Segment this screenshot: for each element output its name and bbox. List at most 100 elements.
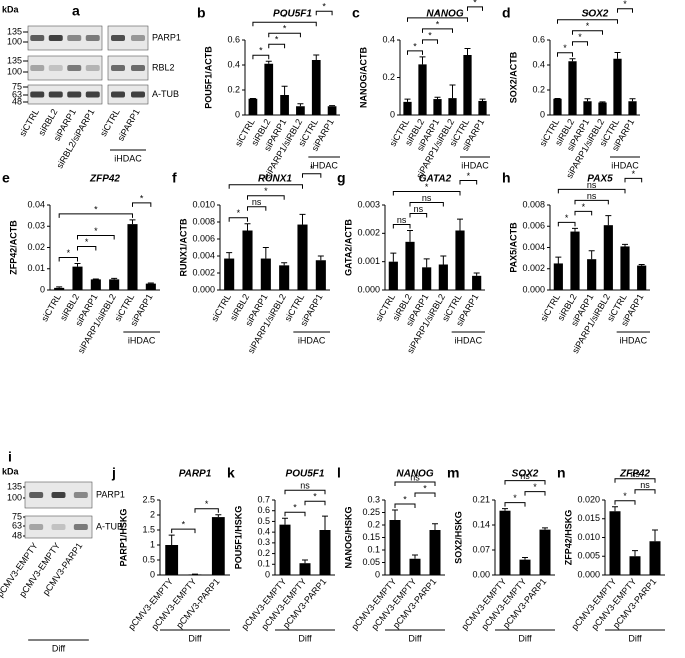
significance-bracket (504, 502, 526, 507)
y-tick-label: 0.001 (357, 256, 380, 266)
significance-label: ns (520, 471, 530, 481)
significance-label: * (586, 10, 590, 20)
significance-bracket (422, 28, 453, 33)
significance-bracket (315, 10, 333, 16)
significance-label: * (582, 202, 586, 212)
significance-bracket (268, 32, 301, 38)
significance-bracket (407, 50, 423, 55)
y-axis-label: PARP1/HSKG (118, 509, 128, 567)
group-label: iHDAC (128, 335, 156, 345)
significance-label: ns (410, 472, 420, 482)
y-tick-label: 2 (150, 509, 155, 519)
significance-bracket (392, 224, 411, 229)
y-tick-label: 0 (540, 109, 545, 119)
bar (90, 279, 101, 290)
blot-band (67, 91, 82, 98)
significance-label: * (322, 2, 326, 12)
bar (279, 265, 290, 290)
error-bar (434, 96, 441, 100)
significance-label: * (259, 46, 263, 56)
y-tick-label: 0.020 (577, 494, 600, 504)
y-tick-label: 0.04 (27, 199, 45, 209)
blot-band (85, 91, 100, 98)
y-tick-label: 0.000 (357, 284, 380, 294)
bar (319, 530, 331, 575)
panel-letter: k (227, 465, 235, 481)
bar (127, 224, 138, 290)
y-tick-label: 0.4 (532, 59, 545, 69)
error-bar (502, 508, 508, 511)
error-bar (614, 52, 621, 59)
chart-title: PARP1 (179, 469, 212, 480)
protein-label: PARP1 (96, 489, 125, 499)
panel-letter: j (111, 465, 116, 481)
significance-label: * (578, 32, 582, 42)
significance-label: * (264, 186, 268, 196)
significance-bracket (268, 43, 286, 49)
bar (72, 266, 83, 290)
y-tick-label: 0 (40, 284, 45, 294)
error-bar (299, 213, 306, 225)
significance-bracket (634, 489, 656, 494)
significance-bracket (617, 8, 633, 13)
bar (455, 230, 465, 290)
y-tick-label: 0.015 (577, 513, 600, 523)
significance-bracket (132, 202, 152, 207)
blot-strip (107, 84, 149, 105)
error-bar (449, 84, 456, 99)
blot-band (67, 35, 82, 41)
group-label: Diff (52, 643, 66, 653)
group-label: Diff (188, 633, 202, 643)
blot-band (30, 65, 45, 71)
error-bar (317, 255, 324, 261)
significance-bracket (228, 217, 248, 222)
bar (448, 98, 457, 115)
significance-bracket (284, 511, 306, 517)
y-axis-label: GATA2/ACTB (343, 219, 353, 276)
error-bar (588, 250, 595, 260)
marker-label: 75 (12, 81, 22, 91)
error-bar (244, 223, 251, 231)
group-label: Diff (408, 633, 422, 643)
error-bar (652, 529, 658, 542)
bar (409, 558, 421, 575)
significance-bracket (392, 191, 461, 196)
y-tick-label: 0.6 (257, 505, 270, 515)
chart-title: POU5F1 (273, 9, 312, 20)
bar (389, 520, 401, 575)
significance-label: * (94, 204, 98, 214)
y-axis-label: ZFP42/HSKG (563, 510, 573, 566)
bar (499, 510, 511, 575)
significance-label: ns (300, 481, 310, 491)
blot-band (85, 65, 100, 71)
y-tick-label: 0.000 (522, 284, 545, 294)
significance-label: * (403, 494, 407, 504)
significance-bracket (194, 508, 219, 513)
error-bar (569, 58, 576, 62)
y-tick-label: 0.02 (27, 242, 45, 252)
significance-bracket (459, 180, 478, 185)
group-label: iHDAC (114, 153, 142, 163)
significance-label: * (533, 482, 537, 492)
significance-bracket (77, 234, 115, 240)
significance-bracket (252, 54, 270, 60)
error-bar (111, 277, 118, 280)
significance-label: * (140, 193, 144, 203)
y-tick-label: 0.008 (522, 199, 545, 209)
y-tick-label: 0.3 (367, 494, 380, 504)
error-bar (412, 554, 418, 559)
bar (583, 101, 592, 115)
significance-label: * (293, 503, 297, 513)
blot-band (111, 35, 125, 41)
bar (628, 101, 637, 115)
significance-label: * (237, 208, 241, 218)
blot-band (67, 65, 82, 71)
blot-band (85, 35, 100, 41)
significance-bracket (252, 21, 317, 27)
significance-label: * (436, 8, 440, 18)
group-label: iHDAC (298, 335, 326, 345)
y-tick-label: 0.2 (532, 84, 545, 94)
marker-label: 135 (7, 481, 22, 491)
error-bar (464, 47, 471, 55)
bar (264, 63, 274, 115)
